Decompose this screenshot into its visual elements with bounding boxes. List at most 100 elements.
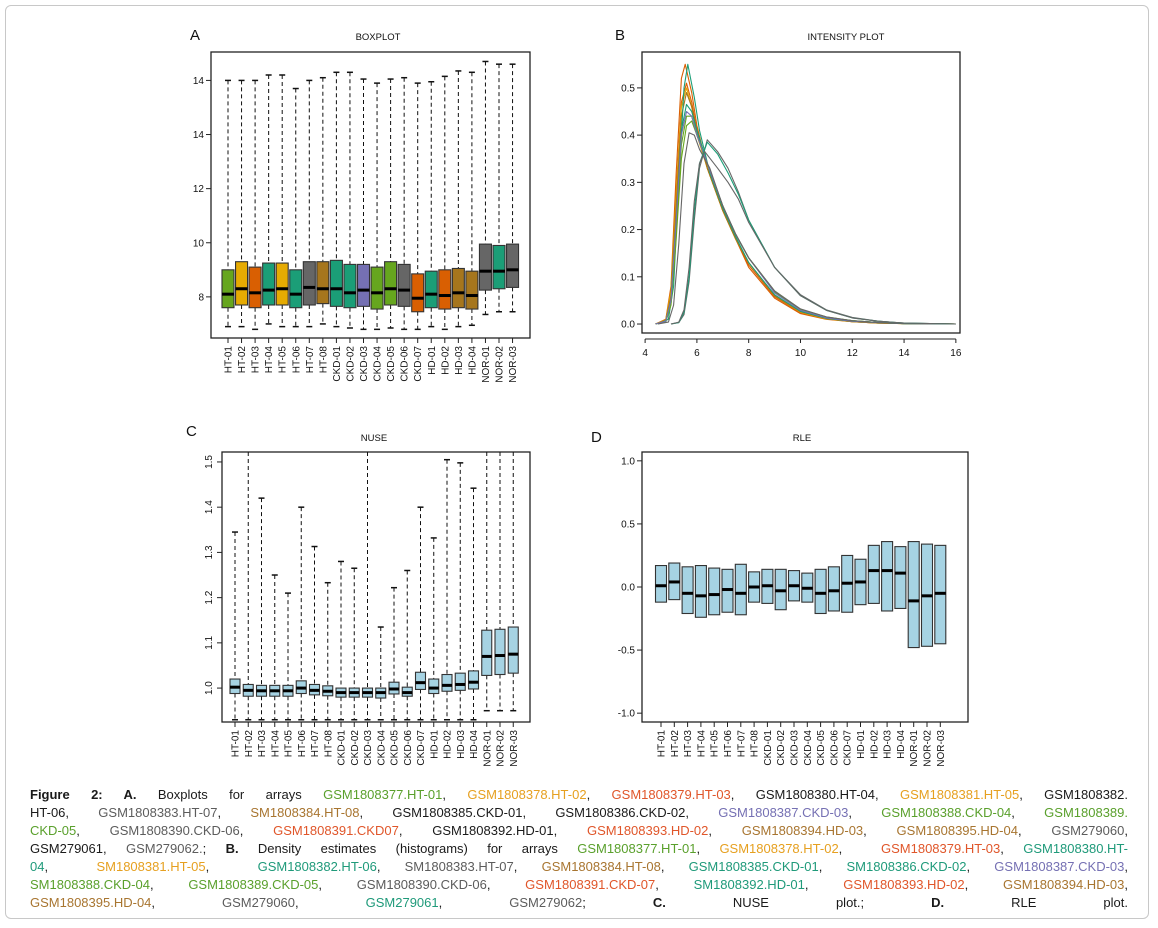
caption-sample-id: SM1808388.CKD-04 (30, 877, 150, 892)
caption-text: , (44, 859, 97, 874)
box (827, 566, 840, 612)
caption-sample-id: GSM1808388.CKD-04 (881, 805, 1012, 820)
caption-sample-id: GSM279062. (125, 841, 203, 856)
box-ht-04 (269, 574, 281, 721)
caption-line: Figure 2: A. Boxplots for arrays GSM1808… (30, 786, 1128, 804)
caption-text: ; (202, 841, 226, 856)
caption-text: Boxplots for arrays (136, 787, 324, 802)
y-tick-label: 1.2 (204, 590, 215, 604)
x-tick-label: 12 (847, 348, 859, 359)
box-ckd-04 (801, 572, 814, 603)
box-ht-08 (748, 571, 761, 603)
caption-text: , (486, 877, 526, 892)
density-curve (655, 92, 956, 325)
x-tick-label: HT-07 (736, 730, 747, 758)
y-tick-label: 0.1 (621, 272, 635, 283)
caption-sample-id: GSM1808378.HT-02 (719, 841, 839, 856)
x-tick-label: HD-02 (443, 730, 454, 759)
box-nor-02 (492, 63, 506, 313)
box-ckd-06 (401, 569, 413, 721)
x-tick-label: HT-01 (231, 730, 242, 758)
caption-text: , (1124, 859, 1128, 874)
caption-sample-id: SM1808392.HD-01 (693, 877, 805, 892)
x-tick-label: HT-08 (323, 730, 334, 758)
y-tick-label: 0.4 (621, 131, 635, 142)
box-ckd-02 (343, 71, 357, 329)
caption-line: GSM1808395.HD-04, GSM279060, GSM279061, … (30, 894, 1128, 912)
x-tick-label: HD-03 (454, 346, 465, 375)
box-ckd-01 (761, 568, 774, 604)
caption-sample-id: GSM1808393.HD-02 (586, 823, 709, 838)
caption-sample-id: GSM1808390.CKD-06 (109, 823, 240, 838)
x-tick-label: HT-01 (657, 730, 668, 758)
box (424, 270, 438, 309)
x-tick-label: HT-08 (318, 346, 329, 374)
box (654, 565, 668, 603)
box-ckd-03 (361, 452, 374, 721)
x-tick-label: HD-02 (869, 730, 880, 759)
box-ckd-03 (787, 570, 801, 602)
box (384, 261, 398, 306)
box-nor-03 (934, 544, 947, 645)
x-tick-label: HT-02 (237, 346, 248, 374)
box (478, 243, 493, 291)
box (505, 243, 520, 288)
box (867, 544, 880, 604)
caption-text: , (1000, 841, 1024, 856)
caption-sample-id: GSM279060 (222, 895, 296, 910)
x-tick-label: CKD-03 (359, 346, 370, 382)
caption-text: NUSE plot.; (665, 895, 932, 910)
box (248, 266, 262, 309)
y-tick-label: 1.0 (204, 681, 215, 695)
caption-sample-id: GSM1808384.HT-08 (541, 859, 661, 874)
caption-sample-id: GSM1808389.CKD-05 (188, 877, 319, 892)
caption-sample-id: GSM1808378.HT-02 (467, 787, 587, 802)
x-tick-label: HT-05 (710, 730, 721, 758)
box-ht-01 (229, 531, 241, 721)
box (235, 261, 249, 306)
box-ckd-03 (356, 78, 371, 331)
density-curve (655, 87, 956, 325)
box (262, 262, 276, 306)
x-tick-label: NOR-02 (496, 730, 507, 767)
box (881, 541, 894, 612)
x-tick-label: 16 (950, 348, 962, 359)
plot-frame (641, 51, 961, 334)
x-tick-label: HT-06 (291, 346, 302, 374)
x-tick-label: CKD-02 (345, 346, 356, 382)
box-hd-01 (854, 558, 867, 606)
caption-label: D. (931, 895, 945, 910)
box (343, 263, 357, 309)
caption-sample-id: GSM1808393.HD-02 (843, 877, 965, 892)
caption-text: , (838, 841, 881, 856)
box-nor-03 (507, 452, 519, 712)
caption-text: HT-06, (30, 805, 99, 820)
box (356, 263, 371, 307)
caption-text: , (149, 877, 189, 892)
box-ht-03 (248, 79, 262, 331)
density-curve (658, 132, 956, 325)
box (451, 267, 465, 309)
chart-title: NUSE (361, 433, 387, 444)
density-curve (655, 103, 956, 325)
caption-sample-id: GSM1808377.HT-01 (577, 841, 697, 856)
y-tick-label: 1.0 (621, 456, 635, 467)
caption-text: , (848, 805, 882, 820)
box (894, 546, 907, 609)
caption-sample-id: GSM279060 (1051, 823, 1125, 838)
y-tick-label: 0.0 (621, 583, 635, 594)
caption-text: , (818, 859, 847, 874)
x-tick-label: NOR-01 (481, 346, 492, 383)
x-tick-label: HT-04 (264, 346, 275, 374)
box-ht-04 (262, 74, 276, 325)
caption-text: GSM279061, (30, 841, 126, 856)
x-tick-label: NOR-03 (509, 730, 520, 767)
density-curve (670, 139, 956, 325)
caption-text: , GSM1808385.CKD-01, GSM1808386.CKD-02, (359, 805, 719, 820)
box (289, 269, 303, 309)
box-ht-07 (734, 563, 747, 616)
x-tick-label: HT-06 (297, 730, 308, 758)
x-tick-label: CKD-06 (403, 730, 414, 766)
density-curve (655, 82, 956, 325)
